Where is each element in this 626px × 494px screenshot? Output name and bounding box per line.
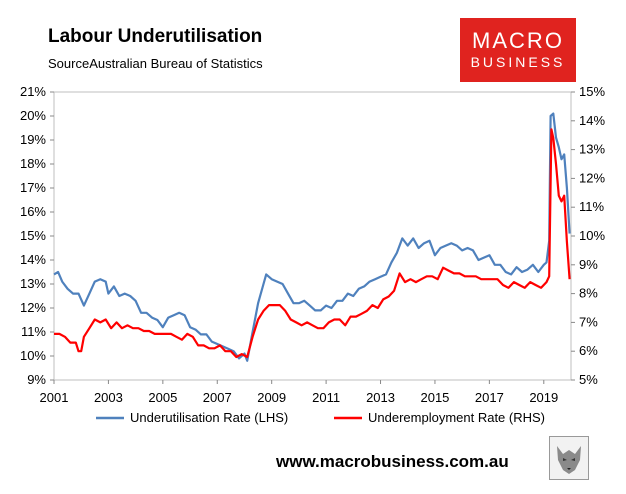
wolf-logo-icon (549, 436, 589, 480)
right-axis-tick-label: 6% (579, 343, 598, 358)
line-chart: 9% 10% 11% 12% 13% 14% 15% 16% 17% 18% 19% 20% 21% 5%… (20, 84, 605, 425)
chart-source: SourceAustralian Bureau of Statistics (48, 56, 263, 71)
right-axis-tick-label: 5% (579, 372, 598, 387)
legend-label-underemployment: Underemployment Rate (RHS) (368, 410, 545, 425)
macrobusiness-logo: MACRO BUSINESS (460, 18, 576, 82)
x-axis-tick-label: 2009 (257, 390, 286, 405)
right-axis-tick-label: 9% (579, 257, 598, 272)
series-line-underemployment (54, 128, 571, 359)
right-axis-tick-label: 7% (579, 314, 598, 329)
right-axis-tick-label: 14% (579, 113, 605, 128)
x-axis-tick-label: 2011 (312, 390, 340, 405)
left-axis-tick-label: 14% (20, 252, 46, 267)
right-axis-tick-label: 11% (579, 199, 604, 214)
x-axis-tick-label: 2007 (203, 390, 232, 405)
left-axis-tick-label: 11% (21, 324, 46, 339)
x-axis-tick-label: 2013 (366, 390, 395, 405)
x-axis-tick-label: 2017 (475, 390, 504, 405)
left-axis-tick-label: 13% (20, 276, 46, 291)
x-axis-tick-label: 2015 (420, 390, 449, 405)
logo-line-1: MACRO (472, 28, 564, 53)
logo-line-2: BUSINESS (470, 54, 566, 70)
left-axis-tick-label: 17% (20, 180, 46, 195)
x-axis-tick-label: 2005 (148, 390, 177, 405)
footer-url: www.macrobusiness.com.au (276, 452, 509, 471)
x-axis-tick-label: 2019 (529, 390, 558, 405)
left-axis-tick-label: 19% (20, 132, 46, 147)
left-axis-tick-label: 18% (20, 156, 46, 171)
plot-area-border (53, 91, 572, 381)
right-axis-tick-label: 12% (579, 170, 605, 185)
left-axis-tick-label: 21% (20, 84, 46, 99)
right-axis-tick-label: 8% (579, 286, 598, 301)
legend-label-underutilisation: Underutilisation Rate (LHS) (130, 410, 288, 425)
left-axis-tick-label: 16% (20, 204, 46, 219)
series-line-underutilisation (53, 112, 571, 362)
left-axis-tick-label: 15% (20, 228, 46, 243)
right-axis-tick-label: 10% (579, 228, 605, 243)
left-axis-tick-label: 20% (20, 108, 46, 123)
left-axis-tick-label: 12% (20, 300, 46, 315)
x-axis-tick-label: 2001 (40, 390, 69, 405)
right-axis-tick-label: 13% (579, 142, 605, 157)
right-axis-tick-label: 15% (579, 84, 605, 99)
left-axis-tick-label: 9% (27, 372, 46, 387)
x-axis-tick-label: 2003 (94, 390, 123, 405)
chart-title: Labour Underutilisation (48, 26, 263, 47)
left-axis-tick-label: 10% (20, 348, 46, 363)
